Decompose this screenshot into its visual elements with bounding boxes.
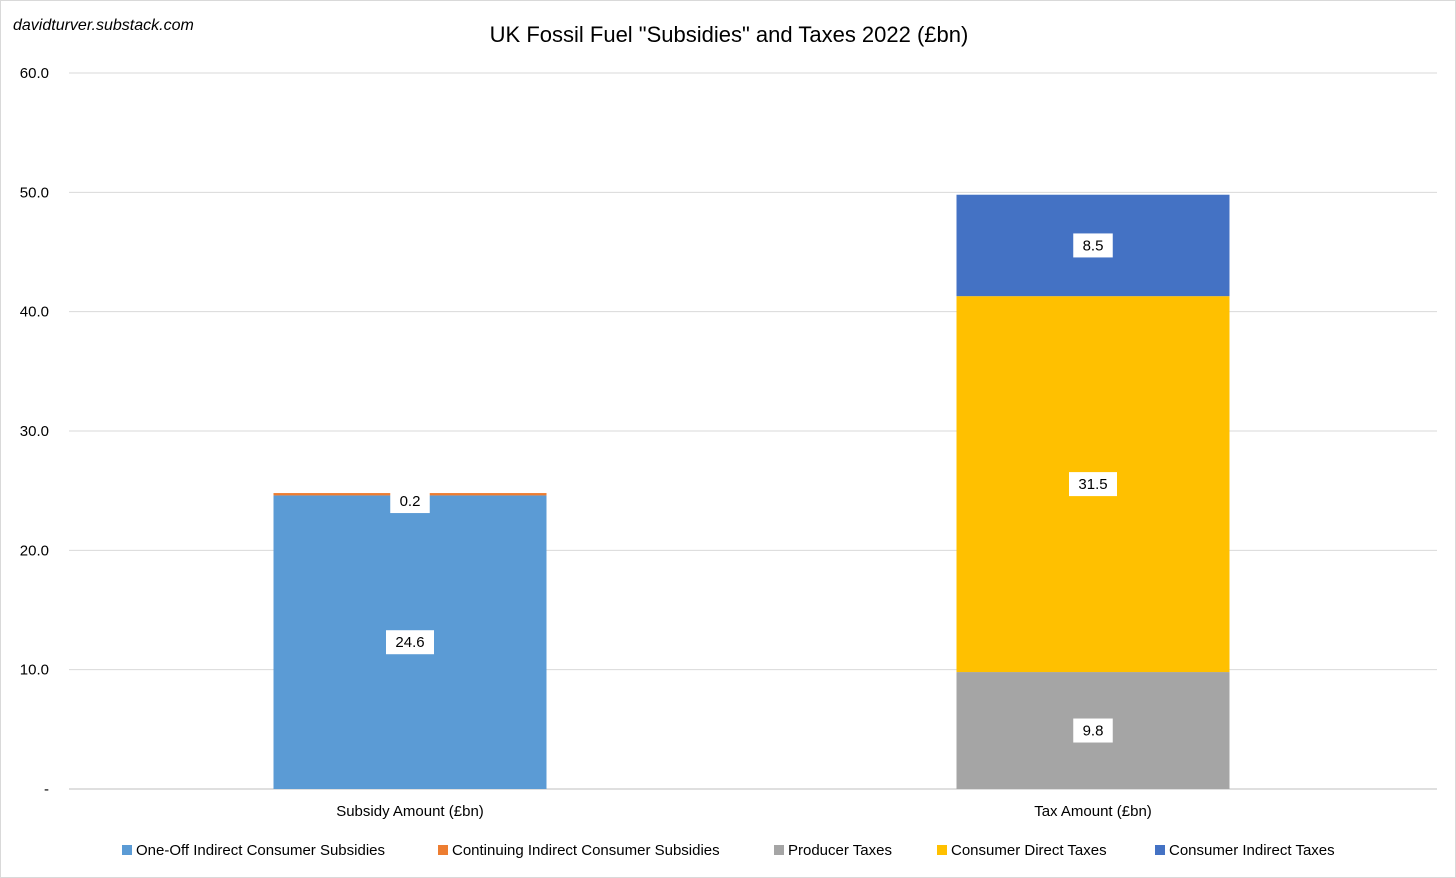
legend-label: One-Off Indirect Consumer Subsidies (136, 842, 385, 859)
chart-title: UK Fossil Fuel "Subsidies" and Taxes 202… (490, 22, 969, 47)
y-tick-label: 50.0 (20, 184, 49, 201)
legend-label: Producer Taxes (788, 842, 892, 859)
legend-label: Consumer Indirect Taxes (1169, 842, 1335, 859)
x-category-label: Subsidy Amount (£bn) (336, 803, 484, 820)
data-label-box (390, 489, 430, 514)
data-label-box (1073, 233, 1113, 258)
data-label: 31.5 (1078, 476, 1107, 493)
legend-swatch (438, 845, 448, 855)
watermark: davidturver.substack.com (13, 17, 194, 34)
data-label: 0.2 (400, 493, 421, 510)
y-tick-label: 40.0 (20, 304, 49, 321)
legend-label: Continuing Indirect Consumer Subsidies (452, 842, 720, 859)
data-label-box (1069, 472, 1117, 497)
data-labels: 24.6 0.2 9.8 31.5 8.5 (386, 233, 1117, 743)
legend-swatch (774, 845, 784, 855)
legend-label: Consumer Direct Taxes (951, 842, 1107, 859)
y-tick-label: 30.0 (20, 423, 49, 440)
data-label: 8.5 (1083, 237, 1104, 254)
y-tick-label: 20.0 (20, 542, 49, 559)
legend-swatch (1155, 845, 1165, 855)
y-tick-label: 60.0 (20, 65, 49, 82)
legend: One-Off Indirect Consumer Subsidies Conti… (122, 842, 1335, 859)
x-axis-category-labels: Subsidy Amount (£bn) Tax Amount (£bn) (336, 803, 1152, 820)
data-label-box (386, 630, 434, 655)
y-axis-tick-labels: - 10.0 20.0 30.0 40.0 50.0 60.0 (20, 65, 49, 798)
y-tick-label: - (44, 781, 49, 798)
y-tick-label: 10.0 (20, 662, 49, 679)
x-category-label: Tax Amount (£bn) (1034, 803, 1152, 820)
data-label: 9.8 (1083, 723, 1104, 740)
data-label: 24.6 (395, 634, 424, 651)
data-label-box (1073, 718, 1113, 743)
legend-swatch (122, 845, 132, 855)
legend-swatch (937, 845, 947, 855)
